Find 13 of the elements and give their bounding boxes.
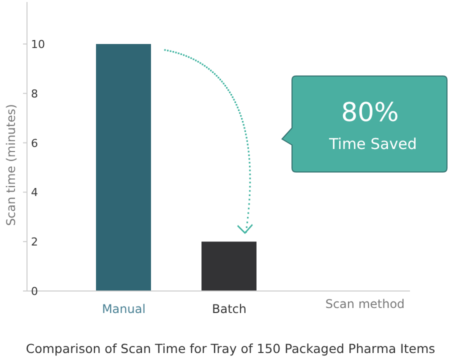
y-axis-title: Scan time (minutes) <box>4 104 18 226</box>
text: Time Saved <box>328 135 417 153</box>
y-tick-label: 10 <box>31 38 45 51</box>
y-tick-label: 0 <box>31 285 38 298</box>
text: 80% <box>341 98 399 128</box>
x-tick-label: Manual <box>102 302 146 316</box>
y-tick-label: 6 <box>31 136 38 150</box>
x-axis-title: Scan method <box>324 297 406 311</box>
text: Comparison of Scan Time for Tray of 150 Packaged Pharma Items <box>24 341 436 356</box>
y-tick-label: 2 <box>31 236 38 249</box>
y-tick-label: 8 <box>31 87 38 100</box>
y-tick-label: 4 <box>31 186 38 200</box>
x-tick-label: Batch <box>212 302 246 316</box>
